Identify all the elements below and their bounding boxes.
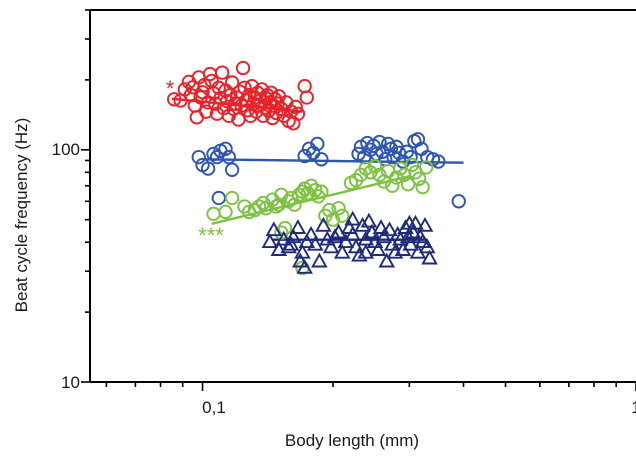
data-point-triangle	[404, 223, 422, 239]
data-point-triangle	[282, 235, 300, 251]
x-tick-label-1: 1	[631, 398, 636, 417]
data-point-triangle	[347, 238, 365, 254]
data-point-circle	[215, 65, 230, 80]
data-point-circle	[199, 104, 214, 119]
axis-ticks	[81, 9, 636, 391]
data-point-triangle	[311, 252, 328, 268]
data-point-circle	[303, 178, 319, 193]
data-point-circle	[290, 106, 306, 121]
data-point-triangle	[306, 235, 324, 251]
data-point-circle	[283, 190, 299, 206]
data-point-triangle	[291, 252, 309, 268]
data-point-circle	[166, 92, 182, 107]
data-point-triangle	[302, 225, 320, 241]
data-point-circle	[206, 146, 221, 162]
data-point-circle	[322, 202, 337, 218]
data-point-triangle	[298, 233, 316, 249]
data-point-circle	[218, 141, 233, 156]
x-tick-label-0-1: 0,1	[202, 398, 226, 417]
data-point-circle	[385, 178, 400, 193]
axes	[89, 9, 636, 383]
data-point-circle	[431, 154, 446, 169]
significance-annotation-green: ***	[198, 223, 224, 248]
data-point-triangle	[344, 225, 361, 241]
data-point-triangle	[330, 223, 347, 239]
data-point-circle	[247, 202, 262, 218]
data-point-circle	[419, 160, 434, 175]
data-point-circle	[211, 190, 226, 206]
data-point-triangle	[421, 249, 438, 265]
data-point-circle	[415, 180, 430, 195]
data-point-circle	[224, 190, 240, 206]
data-point-circle	[288, 99, 303, 115]
data-point-triangle	[360, 212, 378, 228]
data-point-circle	[224, 75, 240, 90]
data-point-triangle	[357, 243, 375, 259]
significance-annotation-red: *	[166, 76, 175, 101]
data-point-circle	[191, 149, 206, 165]
data-point-circle	[335, 208, 350, 223]
data-point-circle	[297, 78, 312, 94]
data-point-triangle	[381, 221, 398, 237]
data-point-circle	[400, 177, 416, 192]
data-point-circle	[200, 161, 216, 176]
data-point-triangle	[322, 238, 340, 254]
data-point-triangle	[375, 228, 393, 244]
data-point-circle	[269, 199, 284, 214]
data-point-circle	[197, 77, 212, 93]
y-tick-label-100: 100	[52, 140, 80, 159]
data-point-circle	[206, 206, 221, 221]
data-point-circle	[299, 90, 314, 105]
data-point-circle	[271, 197, 287, 212]
data-point-circle	[297, 148, 312, 164]
data-point-triangle	[416, 216, 434, 232]
data-point-triangle	[344, 210, 361, 226]
data-point-triangle	[372, 219, 390, 234]
data-point-circle	[314, 184, 329, 199]
data-point-circle	[224, 162, 240, 177]
data-point-circle	[389, 170, 404, 185]
data-point-triangle	[275, 230, 293, 246]
fit-line-series-1	[202, 158, 464, 164]
data-point-triangle	[378, 252, 396, 268]
data-point-triangle	[337, 233, 355, 249]
data-point-triangle	[270, 241, 288, 256]
data-point-circle	[372, 134, 387, 150]
data-point-triangle	[418, 238, 436, 254]
data-point-circle	[410, 132, 426, 147]
y-tick-label-10: 10	[61, 373, 80, 392]
data-point-triangle	[315, 216, 332, 232]
data-point-circle	[251, 199, 267, 214]
data-point-circle	[211, 80, 226, 95]
data-point-triangle	[261, 233, 279, 249]
data-point-circle	[218, 204, 233, 220]
data-point-triangle	[265, 221, 283, 237]
data-point-circle	[331, 201, 346, 216]
data-points	[166, 60, 466, 276]
data-point-circle	[221, 149, 237, 165]
y-axis-label: Beat cycle frequency (Hz)	[12, 118, 31, 313]
data-point-circle	[213, 90, 228, 106]
data-point-triangle	[289, 219, 307, 234]
fit-line-series-2	[211, 174, 410, 225]
data-point-triangle	[333, 243, 351, 259]
data-point-circle	[395, 154, 411, 169]
data-point-triangle	[351, 246, 368, 262]
data-point-circle	[367, 159, 383, 174]
data-point-circle	[325, 212, 341, 227]
data-point-triangle	[402, 235, 419, 251]
data-point-circle	[411, 171, 427, 186]
x-axis-label: Body length (mm)	[285, 431, 419, 450]
data-point-circle	[314, 152, 329, 167]
data-point-circle	[404, 157, 419, 173]
data-point-circle	[235, 60, 251, 76]
data-point-triangle	[369, 241, 387, 256]
data-point-triangle	[401, 214, 418, 230]
data-point-circle	[403, 149, 418, 165]
data-point-circle	[310, 136, 325, 152]
data-point-circle	[451, 194, 466, 209]
